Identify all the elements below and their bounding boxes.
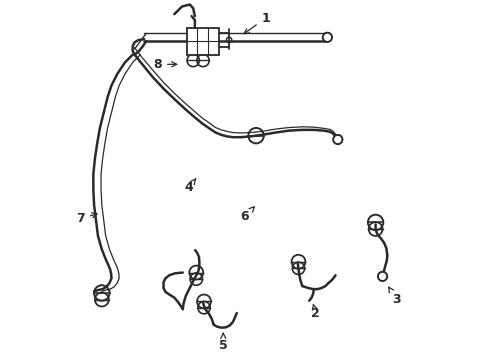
Text: 2: 2 — [311, 304, 320, 320]
Text: 7: 7 — [76, 212, 97, 225]
Text: 5: 5 — [219, 333, 227, 352]
Bar — [186, 28, 219, 55]
Text: 6: 6 — [240, 207, 254, 223]
Text: 8: 8 — [153, 58, 176, 71]
Text: 4: 4 — [184, 179, 195, 194]
Circle shape — [332, 135, 342, 144]
Text: 3: 3 — [388, 287, 400, 306]
Circle shape — [377, 272, 386, 281]
Text: 1: 1 — [244, 12, 269, 34]
Circle shape — [322, 33, 331, 42]
